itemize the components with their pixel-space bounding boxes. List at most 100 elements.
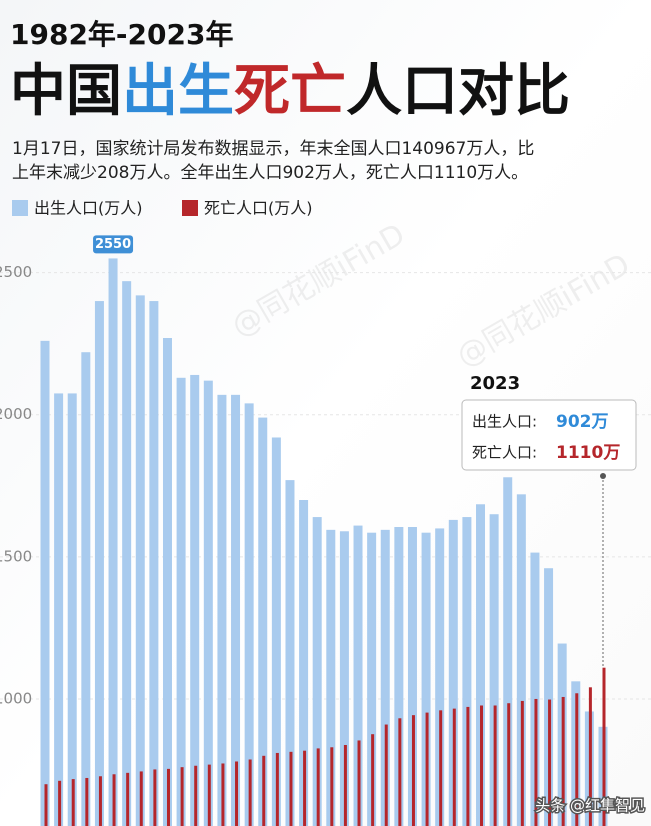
subtitle: 上年末减少208万人。全年出生人口902万人，死亡人口1110万人。: [12, 163, 528, 183]
title: 中国出生死亡人口对比: [10, 59, 570, 124]
birth-bar: [258, 417, 268, 826]
badge-box: [93, 235, 134, 254]
birth-bar: [394, 527, 404, 826]
death-bar: [425, 712, 429, 826]
birth-bar: [271, 437, 281, 826]
value-label: 2550: [95, 237, 131, 252]
birth-bar: [312, 517, 322, 826]
death-bar: [112, 774, 116, 826]
legend-label: 出生人口(万人): [34, 199, 143, 218]
footer: 头条 @红隼智见: [535, 797, 645, 815]
death-bar: [194, 765, 198, 826]
birth-bar: [462, 517, 472, 826]
tooltip-value: 902万: [556, 412, 609, 432]
birth-bar: [421, 532, 431, 826]
death-bar: [384, 724, 388, 826]
death-bar: [534, 698, 538, 826]
death-bar: [343, 744, 347, 826]
death-bar: [575, 693, 579, 826]
death-bar: [548, 699, 552, 826]
birth-bar: [244, 403, 254, 826]
death-bar: [98, 776, 102, 826]
death-bar: [139, 771, 143, 826]
tooltip-box: [461, 399, 637, 471]
birth-bar: [149, 301, 159, 826]
birth-bar: [203, 380, 213, 826]
birth-bar: [190, 374, 200, 826]
death-bar: [221, 763, 225, 826]
birth-bar: [162, 338, 172, 826]
death-bar: [357, 740, 361, 826]
death-bar: [71, 779, 75, 826]
birth-bar: [530, 552, 540, 826]
title-part: 中国: [10, 59, 122, 124]
death-bar: [588, 687, 592, 826]
birth-bar: [285, 480, 295, 826]
death-bar: [439, 710, 443, 826]
death-bar: [561, 696, 565, 826]
birth-bar: [489, 514, 499, 826]
birth-bar: [217, 394, 227, 826]
y-tick-label: 2000: [0, 405, 32, 423]
y-tick-label: 2500: [0, 263, 32, 281]
death-bar: [452, 708, 456, 826]
death-bar: [602, 667, 606, 826]
death-bar: [507, 703, 511, 826]
birth-bar: [380, 529, 390, 826]
death-bar: [398, 718, 402, 826]
birth-bar: [54, 393, 64, 826]
birth-bar: [367, 532, 377, 826]
birth-bar: [448, 519, 458, 826]
death-bar: [371, 734, 375, 826]
tooltip-value: 1110万: [556, 443, 620, 463]
birth-bar: [353, 525, 363, 826]
death-bar: [180, 767, 184, 826]
birth-bar: [326, 529, 336, 826]
subtitle: 1月17日，国家统计局发布数据显示，年末全国人口140967万人，比: [12, 139, 534, 159]
death-bar: [480, 705, 484, 826]
birth-bar: [81, 352, 91, 826]
title-part: 出生: [122, 59, 234, 124]
tooltip-label: 死亡人口:: [472, 444, 537, 462]
death-bar: [235, 761, 239, 826]
legend-swatch: [182, 200, 198, 216]
title-part: 死亡: [234, 59, 346, 124]
heading: 1982年-2023年: [10, 18, 233, 51]
death-bar: [126, 772, 130, 826]
birth-bar: [544, 568, 554, 826]
y-tick-label: 1000: [0, 689, 32, 707]
title-part: 人口对比: [346, 59, 570, 124]
death-bar: [262, 755, 266, 826]
birth-bar: [40, 340, 50, 826]
birth-bar: [108, 258, 118, 826]
tooltip-dot: [600, 473, 606, 479]
legend: 出生人口(万人) 死亡人口(万人): [12, 199, 313, 218]
birth-bar: [122, 281, 132, 826]
death-bar: [520, 700, 524, 826]
death-bar: [303, 750, 307, 826]
y-tick-label: 1500: [0, 547, 32, 565]
death-bar: [153, 769, 157, 826]
birth-bar: [339, 531, 349, 826]
legend-swatch: [12, 200, 28, 216]
birth-bar: [476, 504, 486, 826]
birth-bar: [516, 494, 526, 826]
birth-bar: [231, 394, 241, 826]
death-bar: [85, 777, 89, 826]
death-bar: [289, 751, 293, 826]
birth-bar: [67, 393, 77, 826]
birth-bar: [435, 528, 445, 826]
birth-bar: [94, 301, 104, 826]
legend-label: 死亡人口(万人): [204, 199, 313, 218]
birth-bar: [503, 477, 513, 826]
value-badge: 2550: [93, 235, 134, 254]
birth-bar: [407, 527, 417, 826]
birth-bar: [176, 377, 186, 826]
death-bar: [248, 759, 252, 826]
birth-bar: [299, 500, 309, 826]
death-bar: [275, 752, 279, 826]
death-bar: [316, 748, 320, 826]
tooltip-year: 2023: [470, 373, 520, 394]
tooltip-label: 出生人口:: [472, 413, 537, 431]
